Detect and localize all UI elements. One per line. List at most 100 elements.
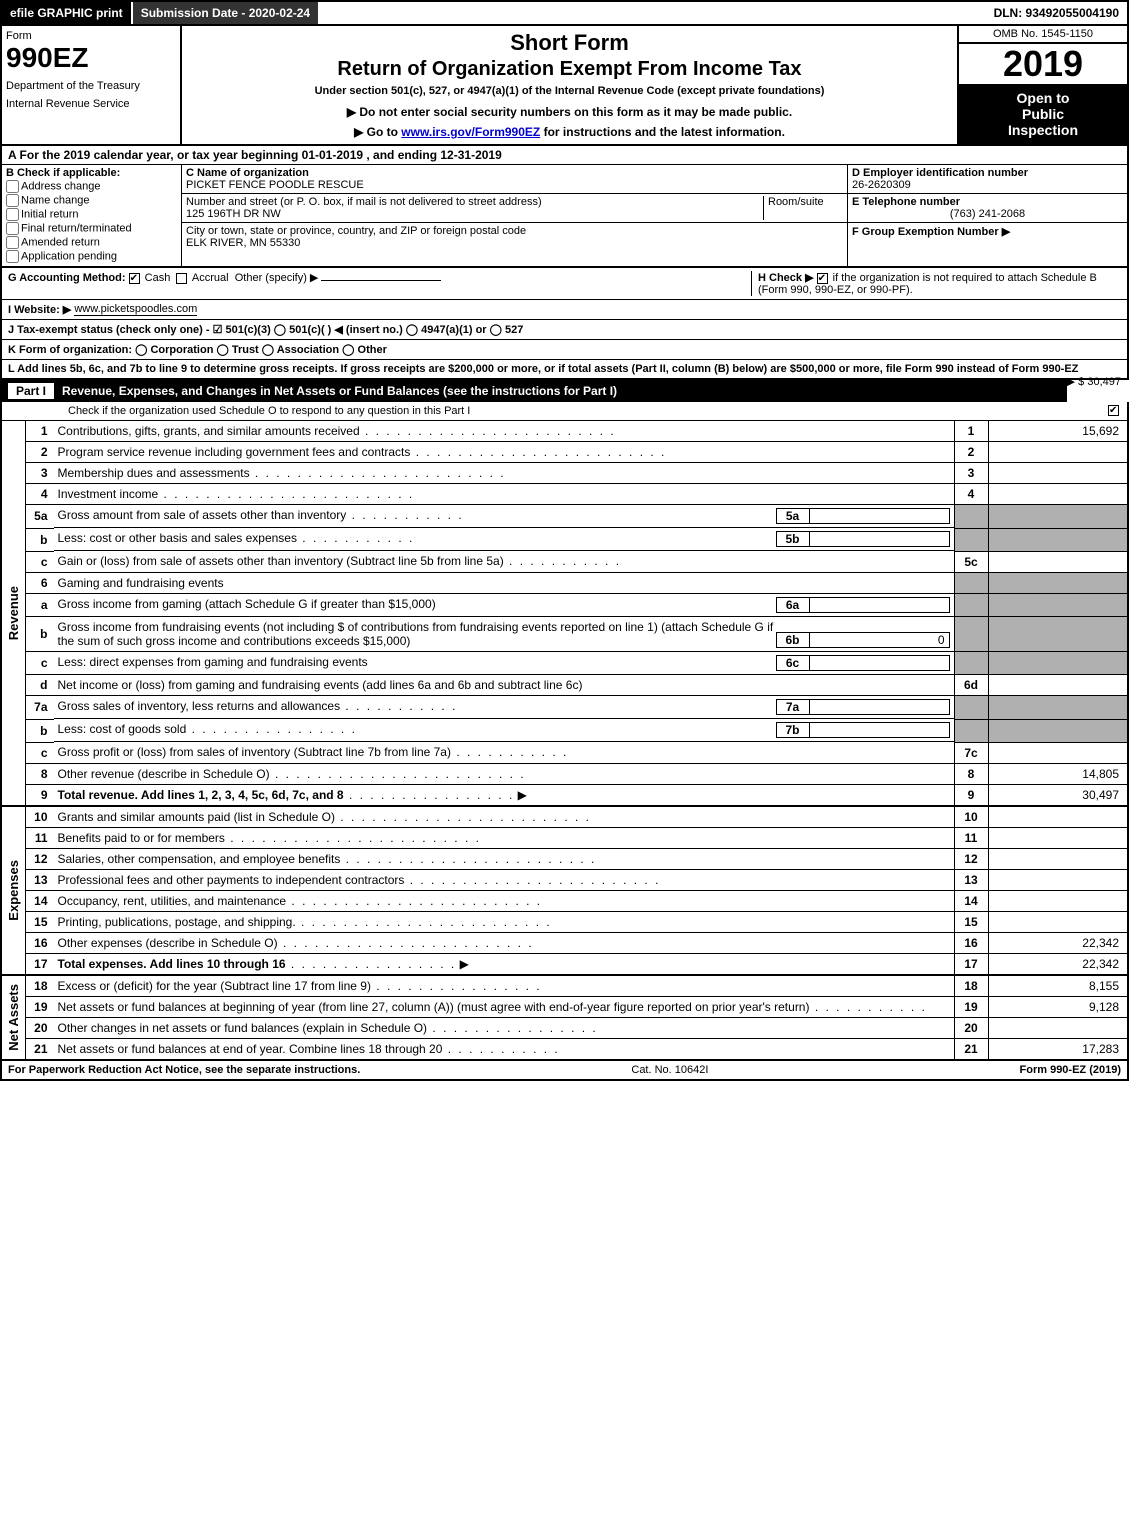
desc-1: Contributions, gifts, grants, and simila… <box>54 421 955 442</box>
f-label: F Group Exemption Number ▶ <box>852 226 1010 238</box>
amt-7c <box>988 742 1128 763</box>
c-label: C Name of organization <box>186 167 309 179</box>
line-3: 3 Membership dues and assessments 3 <box>1 463 1128 484</box>
box-9: 9 <box>954 784 988 806</box>
l-text: L Add lines 5b, 6c, and 7b to line 9 to … <box>8 363 1078 375</box>
form-header-right: OMB No. 1545-1150 2019 Open to Public In… <box>957 26 1127 144</box>
amt-11 <box>988 827 1128 848</box>
box-7a-shaded <box>954 696 988 720</box>
lineno-12: 12 <box>26 848 54 869</box>
lineno-5b: b <box>26 528 54 551</box>
desc-2: Program service revenue including govern… <box>54 442 955 463</box>
website-value[interactable]: www.picketspoodles.com <box>74 303 197 316</box>
section-b: B Check if applicable: Address change Na… <box>2 165 182 266</box>
chk-name-change[interactable]: Name change <box>6 194 177 207</box>
box-4: 4 <box>954 484 988 505</box>
amt-7b-shaded <box>988 719 1128 742</box>
chk-cash[interactable] <box>129 273 140 284</box>
netassets-rotated: Net Assets <box>1 975 26 1060</box>
lineno-8: 8 <box>26 763 54 784</box>
box-7b-shaded <box>954 719 988 742</box>
box-1: 1 <box>954 421 988 442</box>
lineno-10: 10 <box>26 806 54 828</box>
amt-20 <box>988 1017 1128 1038</box>
lineno-6c: c <box>26 652 54 675</box>
line-21: 21 Net assets or fund balances at end of… <box>1 1038 1128 1059</box>
part1-checkbox[interactable] <box>1108 405 1119 416</box>
desc-19: Net assets or fund balances at beginning… <box>54 996 955 1017</box>
chk-address-change[interactable]: Address change <box>6 180 177 193</box>
lineno-5a: 5a <box>26 505 54 529</box>
lineno-9: 9 <box>26 784 54 806</box>
k-text: K Form of organization: ◯ Corporation ◯ … <box>8 343 387 356</box>
dln-label: DLN: 93492055004190 <box>986 2 1127 24</box>
line-5b: b Less: cost or other basis and sales ex… <box>1 528 1128 551</box>
box-13: 13 <box>954 869 988 890</box>
other-input[interactable] <box>321 280 441 281</box>
g-label: G Accounting Method: <box>8 272 126 284</box>
form-header-left: Form 990EZ Department of the Treasury In… <box>2 26 182 144</box>
box-5a-shaded <box>954 505 988 529</box>
chk-accrual[interactable] <box>176 273 187 284</box>
goto-notice: ▶ Go to www.irs.gov/Form990EZ for instru… <box>190 125 949 139</box>
part1-header: Part I Revenue, Expenses, and Changes in… <box>0 380 1067 402</box>
line-12: 12 Salaries, other compensation, and emp… <box>1 848 1128 869</box>
line-17: 17 Total expenses. Add lines 10 through … <box>1 953 1128 975</box>
line-7b: b Less: cost of goods sold 7b <box>1 719 1128 742</box>
line-13: 13 Professional fees and other payments … <box>1 869 1128 890</box>
line-10: Expenses 10 Grants and similar amounts p… <box>1 806 1128 828</box>
desc-7c: Gross profit or (loss) from sales of inv… <box>54 742 955 763</box>
amt-13 <box>988 869 1128 890</box>
chk-final-return[interactable]: Final return/terminated <box>6 222 177 235</box>
desc-6: Gaming and fundraising events <box>54 572 955 593</box>
amt-9: 30,497 <box>988 784 1128 806</box>
line-15: 15 Printing, publications, postage, and … <box>1 911 1128 932</box>
g-h-row: G Accounting Method: Cash Accrual Other … <box>0 268 1129 300</box>
i-label: I Website: ▶ <box>8 303 71 316</box>
lineno-13: 13 <box>26 869 54 890</box>
efile-button[interactable]: efile GRAPHIC print <box>2 2 133 24</box>
c-name-row: C Name of organization PICKET FENCE POOD… <box>182 165 847 194</box>
desc-6b: Gross income from fundraising events (no… <box>54 617 954 652</box>
lineno-1: 1 <box>26 421 54 442</box>
lineno-21: 21 <box>26 1038 54 1059</box>
desc-3: Membership dues and assessments <box>54 463 955 484</box>
line-6c: c Less: direct expenses from gaming and … <box>1 652 1128 675</box>
desc-11: Benefits paid to or for members <box>54 827 955 848</box>
box-5b-shaded <box>954 528 988 551</box>
goto-pre: ▶ Go to <box>354 125 401 139</box>
amt-16: 22,342 <box>988 932 1128 953</box>
part1-check-row: Check if the organization used Schedule … <box>0 402 1129 421</box>
omb-number: OMB No. 1545-1150 <box>959 26 1127 44</box>
box-6d: 6d <box>954 675 988 696</box>
line-6a: a Gross income from gaming (attach Sched… <box>1 593 1128 617</box>
line-5a: 5a Gross amount from sale of assets othe… <box>1 505 1128 529</box>
footer-left: For Paperwork Reduction Act Notice, see … <box>8 1064 360 1076</box>
irs-link[interactable]: www.irs.gov/Form990EZ <box>401 125 540 139</box>
chk-initial-return[interactable]: Initial return <box>6 208 177 221</box>
chk-amended-return[interactable]: Amended return <box>6 236 177 249</box>
desc-10: Grants and similar amounts paid (list in… <box>54 806 955 828</box>
chk-application-pending[interactable]: Application pending <box>6 250 177 263</box>
desc-5a: Gross amount from sale of assets other t… <box>54 505 954 528</box>
i-row: I Website: ▶ www.picketspoodles.com <box>0 300 1129 320</box>
dept-treasury: Department of the Treasury <box>6 80 176 92</box>
accrual-label: Accrual <box>192 272 229 284</box>
lineno-2: 2 <box>26 442 54 463</box>
box-19: 19 <box>954 996 988 1017</box>
lineno-19: 19 <box>26 996 54 1017</box>
form-number: 990EZ <box>6 42 176 74</box>
amt-8: 14,805 <box>988 763 1128 784</box>
amt-6a-shaded <box>988 593 1128 617</box>
box-5c: 5c <box>954 551 988 572</box>
chk-h[interactable] <box>817 273 828 284</box>
submission-date-button[interactable]: Submission Date - 2020-02-24 <box>133 2 318 24</box>
line-6d: d Net income or (loss) from gaming and f… <box>1 675 1128 696</box>
h-section: H Check ▶ if the organization is not req… <box>751 271 1121 296</box>
line-6: 6 Gaming and fundraising events <box>1 572 1128 593</box>
box-10: 10 <box>954 806 988 828</box>
part1-title: Revenue, Expenses, and Changes in Net As… <box>62 384 617 398</box>
phone-value: (763) 241-2068 <box>852 208 1123 220</box>
amt-6b-shaded <box>988 617 1128 652</box>
return-title: Return of Organization Exempt From Incom… <box>190 58 949 81</box>
